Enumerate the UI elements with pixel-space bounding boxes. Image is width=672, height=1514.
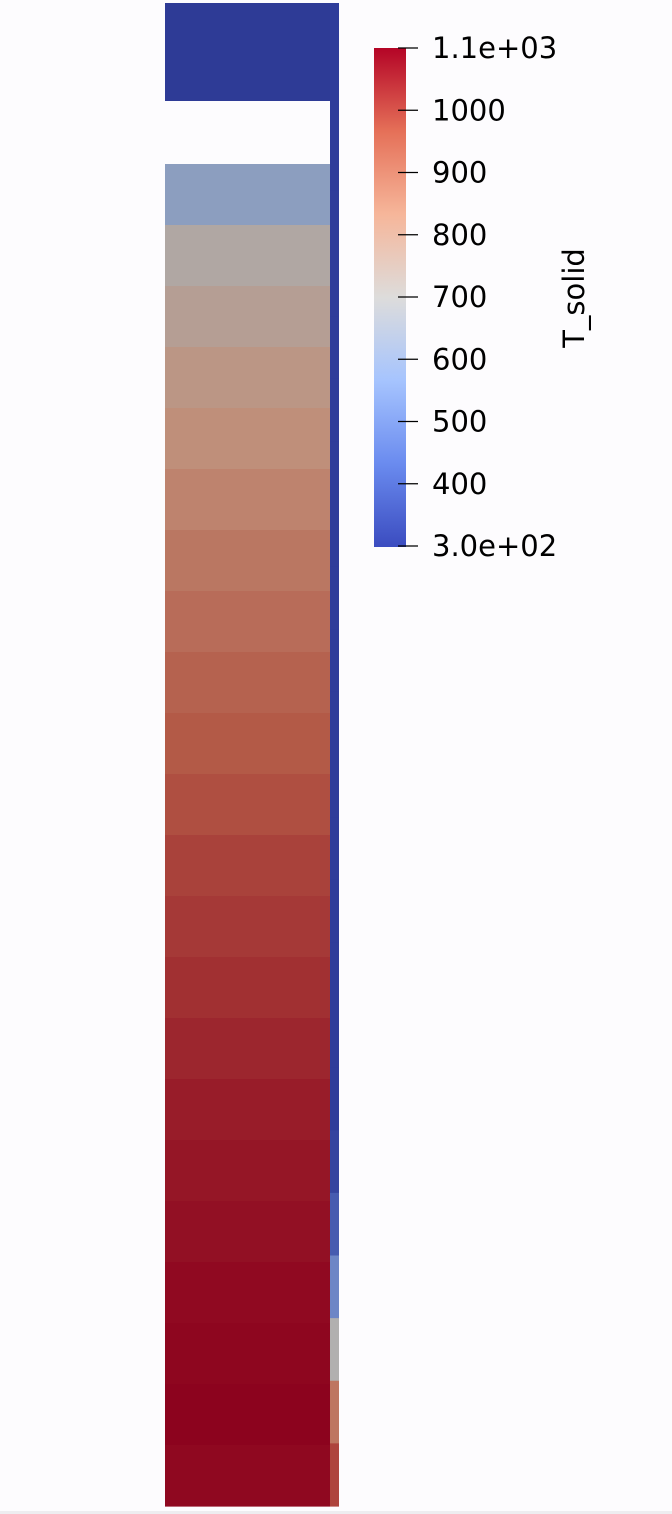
wall-strip-band	[330, 1318, 339, 1382]
column-band	[165, 957, 330, 1019]
column-band	[165, 1018, 330, 1080]
wall-strip-band	[330, 629, 339, 693]
viewport-bottom-border	[0, 1511, 672, 1514]
wall-strip-band	[330, 1443, 339, 1507]
wall-strip-band	[330, 817, 339, 881]
wall-strip-band	[330, 754, 339, 818]
wall-strip-band	[330, 504, 339, 568]
column-band	[165, 652, 330, 714]
column-band	[165, 1384, 330, 1446]
column-band	[165, 1323, 330, 1385]
column-temperature-bands	[165, 164, 330, 1507]
column-band	[165, 1201, 330, 1263]
column-band	[165, 530, 330, 592]
wall-strip-band	[330, 691, 339, 756]
wall-strip-band	[330, 316, 339, 380]
column-band	[165, 1262, 330, 1324]
column-band	[165, 774, 330, 836]
solid-domain	[165, 3, 339, 1507]
column-band	[165, 1079, 330, 1141]
column-band	[165, 1445, 330, 1507]
wall-strip-band	[330, 441, 339, 505]
column-band	[165, 896, 330, 958]
wall-strip-band	[330, 3, 339, 192]
column-band	[165, 469, 330, 531]
colorbar-tick-label-500: 500	[432, 405, 487, 439]
colorbar-max-label: 1.1e+03	[432, 31, 557, 65]
colorbar-tick-label-800: 800	[432, 218, 487, 252]
wall-strip-band	[330, 1130, 339, 1194]
wall-strip-band	[330, 942, 339, 1006]
column-band	[165, 286, 330, 348]
right-wall-temperature-strip	[330, 3, 339, 1507]
colorbar-min-label: 3.0e+02	[432, 529, 557, 563]
wall-strip-band	[330, 1067, 339, 1131]
wall-strip-band	[330, 1380, 339, 1444]
colorbar-tick-label-700: 700	[432, 280, 487, 314]
wall-strip-band	[330, 253, 339, 317]
wall-strip-band	[330, 378, 339, 442]
column-band	[165, 347, 330, 409]
wall-strip-band	[330, 566, 339, 630]
colorbar-tick-label-600: 600	[432, 342, 487, 376]
column-band	[165, 408, 330, 470]
colorbar-tick-label-900: 900	[432, 156, 487, 190]
wall-strip-band	[330, 1005, 339, 1069]
colorbar-legend: 1.1e+03 3.0e+02 1000 900 800 700 600 500 400 T…	[374, 31, 591, 563]
column-band	[165, 1140, 330, 1202]
colorbar-title: T_solid	[557, 248, 591, 349]
column-band	[165, 591, 330, 653]
wall-strip-band	[330, 190, 339, 255]
column-band	[165, 835, 330, 897]
wall-strip-band	[330, 1192, 339, 1257]
colorbar-tick-label-400: 400	[432, 467, 487, 501]
colorbar-ticks: 1000 900 800 700 600 500 400	[398, 93, 506, 501]
top-cap-region	[165, 3, 339, 101]
colorbar-tick-label-1000: 1000	[432, 93, 506, 127]
column-band	[165, 164, 330, 226]
wall-strip-band	[330, 1255, 339, 1319]
wall-strip-band	[330, 879, 339, 943]
column-band	[165, 225, 330, 287]
column-band	[165, 713, 330, 775]
